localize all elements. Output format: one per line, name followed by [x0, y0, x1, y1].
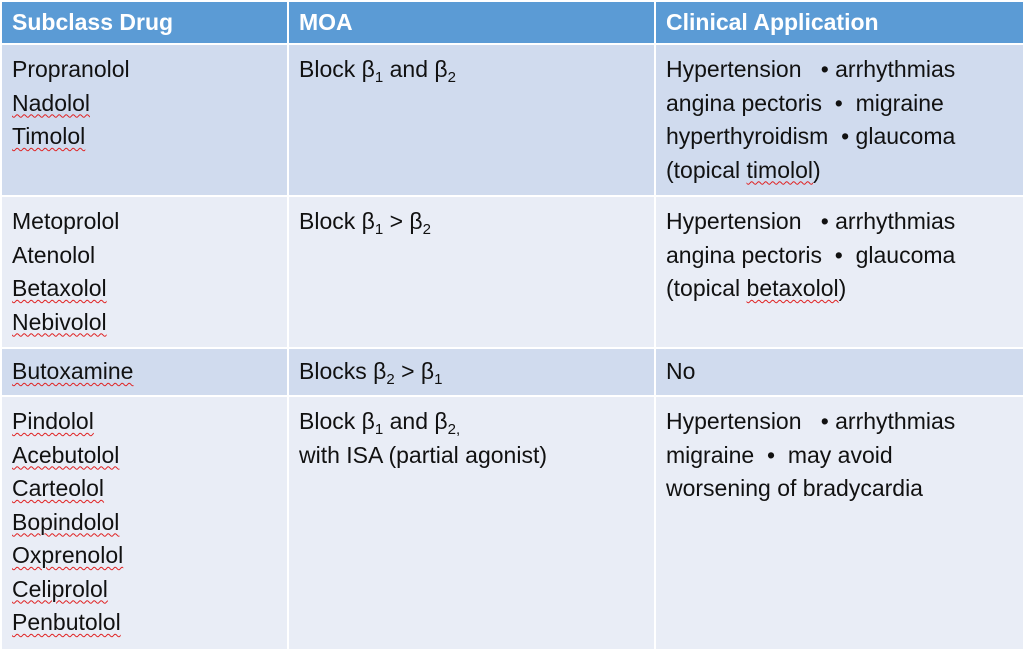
drug-name: Acebutolol — [12, 439, 277, 473]
drug-name: Celiprolol — [12, 573, 277, 607]
drug-name-text: Nadolol — [12, 89, 90, 116]
header-clinical-application: Clinical Application — [654, 0, 1023, 45]
clinical-text-part: ) — [813, 156, 821, 183]
header-moa: MOA — [287, 0, 656, 45]
table-row: Butoxamine Blocks β2 > β1 No — [0, 347, 1023, 397]
clinical-application-line: worsening of bradycardia — [666, 475, 923, 501]
header-subclass-drug: Subclass Drug — [0, 0, 289, 45]
drug-name-text: Pindolol — [12, 408, 94, 434]
drug-name-text: Metoprolol — [12, 208, 120, 234]
moa-subscript: 2 — [386, 371, 395, 388]
clinical-application-line: Hypertension • arrhythmias — [666, 56, 956, 82]
clinical-text-part: (topical — [666, 275, 747, 301]
moa-subscript: 1 — [374, 421, 384, 438]
clinical-text-part: betaxolol — [746, 275, 839, 301]
table-row: Propranolol Nadolol Timolol Block β1 and β2… — [0, 43, 1023, 197]
moa-text: Block β — [299, 208, 375, 234]
drug-name: Metoprolol — [12, 205, 277, 239]
clinical-application-line: hyperthyroidism • glaucoma — [666, 123, 956, 149]
moa-text: and β — [383, 56, 448, 82]
clinical-application-cell: Hypertension • arrhythmias angina pectori… — [654, 43, 1023, 197]
moa-text: Block β — [299, 56, 375, 82]
moa-line: Block β1 > β2 — [299, 205, 644, 239]
clinical-text-part: timolol — [746, 156, 814, 183]
drug-name-text: Carteolol — [12, 475, 105, 501]
drug-name: Butoxamine — [12, 355, 277, 389]
moa-subscript: 2, — [447, 421, 461, 438]
clinical-application-cell: No — [654, 347, 1023, 397]
drug-name: Nebivolol — [12, 306, 277, 340]
drug-name-text: Betaxolol — [12, 275, 107, 301]
drug-name-text: Celiprolol — [12, 575, 108, 602]
clinical-text-part: ) — [838, 275, 847, 301]
drug-name-text: Nebivolol — [12, 308, 107, 335]
drug-cell: Butoxamine — [0, 347, 289, 397]
drug-name: Atenolol — [12, 239, 277, 273]
moa-cell: Block β1 and β2, with ISA (partial agonis… — [287, 395, 656, 651]
clinical-application-line: (topical betaxolol) — [666, 272, 1013, 306]
drug-name: Oxprenolol — [12, 539, 277, 573]
drug-cell: Propranolol Nadolol Timolol — [0, 43, 289, 197]
drug-name: Penbutolol — [12, 606, 277, 640]
header-row: Subclass Drug MOA Clinical Application — [0, 0, 1023, 45]
drug-name: Propranolol — [12, 53, 277, 87]
drug-name: Pindolol — [12, 405, 277, 439]
drug-name-text: Oxprenolol — [12, 542, 124, 568]
moa-line: with ISA (partial agonist) — [299, 439, 644, 473]
clinical-application-line: Hypertension • arrhythmias — [666, 408, 956, 434]
moa-text: Blocks β — [299, 358, 387, 384]
moa-subscript: 2 — [447, 69, 456, 86]
clinical-text-part: (topical — [666, 156, 747, 183]
moa-subscript: 2 — [422, 221, 432, 238]
drug-name: Bopindolol — [12, 506, 277, 540]
drug-name: Nadolol — [12, 87, 277, 121]
moa-cell: Block β1 and β2 — [287, 43, 656, 197]
clinical-application-line: (topical timolol) — [666, 154, 1013, 188]
clinical-application-line: angina pectoris • migraine — [666, 89, 944, 116]
drug-name: Carteolol — [12, 472, 277, 506]
drug-name-text: Penbutolol — [12, 609, 121, 635]
moa-text: > β — [383, 208, 423, 234]
drug-cell: Pindolol Acebutolol Carteolol Bopindolol Oxp… — [0, 395, 289, 651]
moa-cell: Block β1 > β2 — [287, 195, 656, 349]
moa-subscript: 1 — [374, 221, 384, 238]
drug-name: Timolol — [12, 120, 277, 154]
moa-line: Blocks β2 > β1 — [299, 355, 644, 389]
drug-name-text: Butoxamine — [12, 358, 134, 384]
table-row: Pindolol Acebutolol Carteolol Bopindolol Oxp… — [0, 395, 1023, 651]
moa-text: Block β — [299, 408, 375, 434]
moa-text: with ISA (partial agonist) — [299, 441, 548, 468]
moa-line: Block β1 and β2 — [299, 53, 644, 87]
drug-name-text: Propranolol — [12, 56, 130, 82]
clinical-application-line: Hypertension • arrhythmias — [666, 208, 956, 234]
drug-name: Betaxolol — [12, 272, 277, 306]
moa-line: Block β1 and β2, — [299, 405, 644, 439]
drug-name-text: Atenolol — [12, 241, 96, 268]
clinical-application-cell: Hypertension • arrhythmias migraine • may… — [654, 395, 1023, 651]
moa-cell: Blocks β2 > β1 — [287, 347, 656, 397]
drug-name-text: Timolol — [12, 123, 86, 149]
table-row: Metoprolol Atenolol Betaxolol Nebivolol Bloc… — [0, 195, 1023, 349]
moa-text: > β — [394, 358, 435, 384]
clinical-application-line: angina pectoris • glaucoma — [666, 241, 956, 268]
moa-subscript: 1 — [434, 371, 443, 388]
drug-name-text: Acebutolol — [12, 441, 120, 468]
clinical-application-cell: Hypertension • arrhythmias angina pectori… — [654, 195, 1023, 349]
clinical-application-line: migraine • may avoid — [666, 441, 893, 468]
drug-name-text: Bopindolol — [12, 508, 120, 535]
moa-subscript: 1 — [374, 69, 384, 86]
moa-text: and β — [383, 408, 448, 434]
drug-cell: Metoprolol Atenolol Betaxolol Nebivolol — [0, 195, 289, 349]
clinical-application-line: No — [666, 358, 696, 384]
